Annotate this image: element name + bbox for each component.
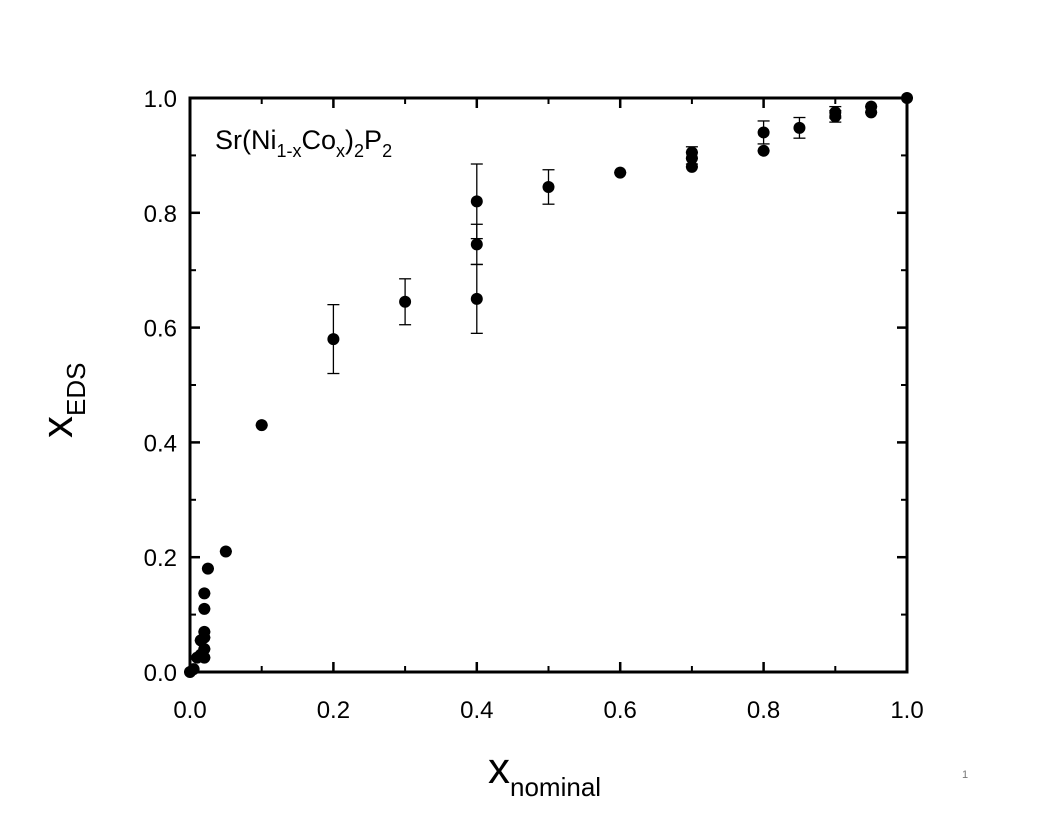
data-point: [829, 105, 842, 119]
data-point: [198, 587, 211, 600]
data-point: [757, 120, 770, 145]
data-point: [198, 651, 211, 664]
marker: [399, 295, 412, 308]
annotation-subscript: 1-x: [277, 141, 302, 161]
data-point: [219, 545, 232, 558]
data-point: [614, 166, 627, 179]
y-tick-labels: 0.0 0.2 0.4 0.6 0.8 1.0: [144, 86, 177, 687]
x-tick-label: 0.0: [173, 697, 206, 724]
marker: [198, 625, 211, 638]
marker: [829, 106, 842, 119]
compound-annotation: Sr(Ni1-xCox)2P2: [215, 125, 392, 161]
marker: [685, 146, 698, 159]
data-point: [255, 419, 268, 432]
data-point: [201, 562, 214, 575]
y-tick-label: 0.2: [144, 545, 177, 572]
x-tick-label: 0.6: [604, 697, 637, 724]
marker: [865, 100, 878, 113]
x-axis-title: xnominal: [488, 744, 601, 802]
y-tick-label: 0.6: [144, 316, 177, 343]
y-tick-label: 1.0: [144, 86, 177, 113]
data-points: [184, 92, 913, 678]
marker: [614, 166, 627, 179]
marker: [327, 333, 340, 346]
marker: [470, 238, 483, 251]
marker: [255, 419, 268, 432]
data-point: [901, 92, 913, 104]
y-tick-label: 0.4: [144, 430, 177, 457]
marker: [757, 126, 770, 139]
y-axis-title: xEDS: [33, 363, 91, 438]
marker: [901, 92, 913, 104]
marker: [219, 545, 232, 558]
data-point: [470, 263, 483, 334]
marker: [187, 663, 200, 676]
data-point: [793, 116, 806, 139]
marker: [793, 121, 806, 134]
y-tick-label: 0.8: [144, 201, 177, 228]
marker: [198, 602, 211, 615]
x-tick-label: 0.2: [317, 697, 350, 724]
marker: [470, 292, 483, 305]
x-tick-label: 1.0: [890, 697, 923, 724]
marker: [201, 562, 214, 575]
annotation-text: ): [345, 125, 354, 155]
x-tick-label: 0.8: [747, 697, 780, 724]
annotation-text: Sr(Ni: [215, 125, 277, 155]
annotation-subscript: 2: [382, 141, 392, 161]
annotation-text: P: [364, 125, 382, 155]
data-point: [865, 100, 878, 113]
data-point: [198, 602, 211, 615]
x-tick-labels: 0.0 0.2 0.4 0.6 0.8 1.0: [173, 697, 923, 724]
data-point: [198, 643, 211, 656]
annotation-subscript: x: [336, 141, 345, 161]
data-point: [327, 303, 340, 375]
annotation-subscript: 2: [354, 141, 364, 161]
data-point: [757, 144, 770, 157]
data-point: [198, 625, 211, 638]
x-axis-title-sub: nominal: [510, 772, 601, 802]
marker: [198, 651, 211, 664]
data-point: [470, 163, 483, 240]
marker: [542, 180, 555, 193]
y-axis-title-sub: EDS: [61, 363, 91, 416]
data-point: [685, 146, 698, 159]
marker: [198, 587, 211, 600]
data-point: [542, 169, 555, 205]
marker: [198, 643, 211, 656]
data-point: [187, 663, 200, 676]
x-tick-label: 0.4: [460, 697, 493, 724]
data-point: [399, 278, 412, 326]
page-number: 1: [962, 769, 969, 781]
marker: [470, 195, 483, 208]
annotation-text: Co: [302, 125, 337, 155]
y-tick-label: 0.0: [144, 660, 177, 687]
marker: [757, 144, 770, 157]
